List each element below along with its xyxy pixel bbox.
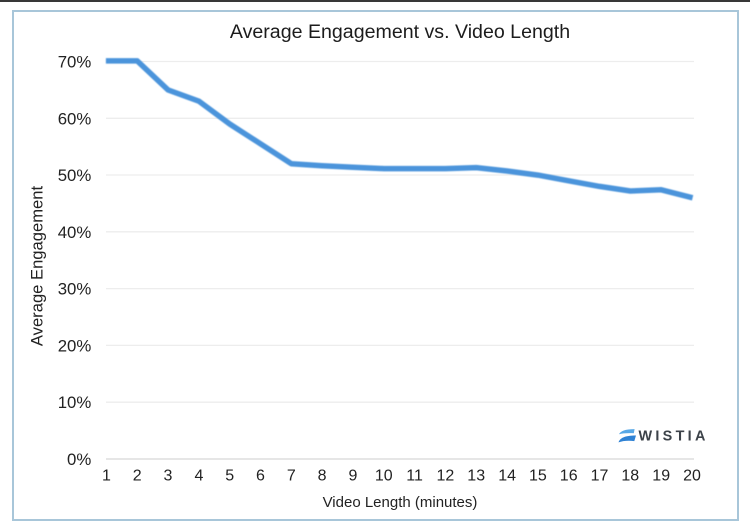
svg-text:4: 4 (194, 467, 203, 484)
svg-text:Average Engagement: Average Engagement (28, 186, 47, 347)
svg-text:17: 17 (591, 467, 609, 484)
svg-text:7: 7 (287, 467, 296, 484)
svg-text:20: 20 (683, 467, 701, 484)
svg-text:1: 1 (102, 467, 111, 484)
svg-text:16: 16 (560, 467, 578, 484)
svg-text:60%: 60% (58, 109, 92, 128)
svg-text:10%: 10% (58, 393, 92, 412)
svg-text:70%: 70% (58, 53, 92, 72)
svg-text:6: 6 (256, 467, 265, 484)
svg-text:WISTIA: WISTIA (639, 429, 709, 445)
svg-text:50%: 50% (58, 166, 92, 185)
svg-text:5: 5 (225, 467, 234, 484)
svg-text:0%: 0% (67, 450, 91, 469)
svg-text:9: 9 (349, 467, 358, 484)
svg-text:2: 2 (133, 467, 142, 484)
svg-text:30%: 30% (58, 280, 92, 299)
svg-text:15: 15 (529, 467, 547, 484)
svg-text:8: 8 (318, 467, 327, 484)
svg-text:20%: 20% (58, 336, 92, 355)
svg-text:19: 19 (652, 467, 670, 484)
svg-text:14: 14 (498, 467, 516, 484)
svg-text:Video Length (minutes): Video Length (minutes) (323, 494, 478, 511)
svg-text:11: 11 (406, 467, 423, 484)
svg-text:12: 12 (437, 467, 455, 484)
svg-text:40%: 40% (58, 223, 92, 242)
svg-text:Average Engagement vs. Video L: Average Engagement vs. Video Length (230, 21, 570, 43)
svg-text:18: 18 (621, 467, 639, 484)
svg-text:3: 3 (164, 467, 173, 484)
svg-text:10: 10 (375, 467, 393, 484)
svg-text:13: 13 (467, 467, 485, 484)
